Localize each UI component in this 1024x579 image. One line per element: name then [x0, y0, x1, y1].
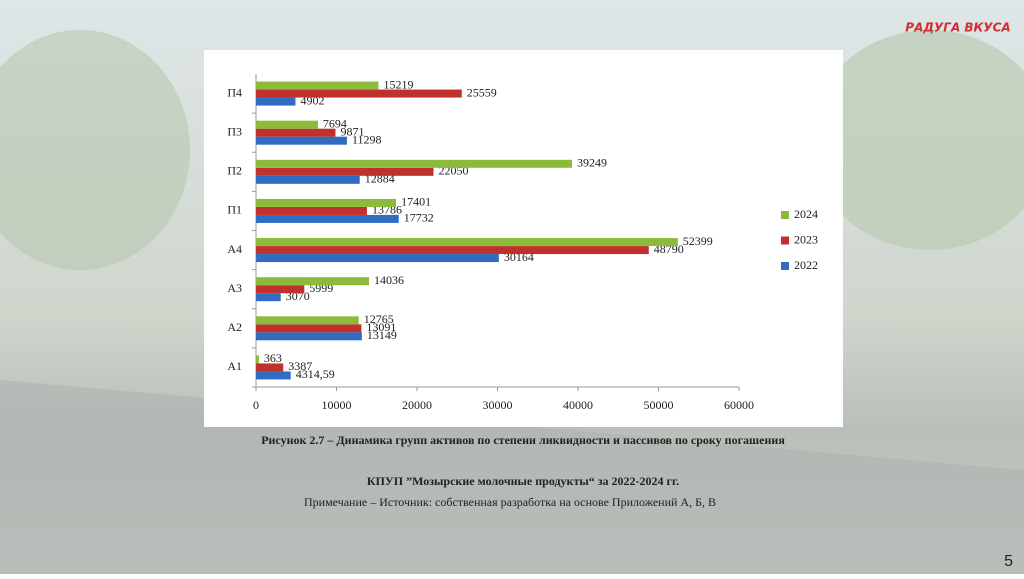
y-tick-label: П3: [227, 124, 242, 138]
data-label: 17401: [401, 195, 431, 209]
road: [0, 380, 1024, 574]
data-label: 14036: [374, 273, 404, 287]
data-label: 3387: [288, 359, 312, 373]
bar: [256, 277, 369, 286]
y-tick-label: А1: [227, 359, 242, 373]
x-tick-label: 30000: [483, 398, 513, 412]
bar: [256, 246, 649, 255]
caption-note: Примечание – Источник: собственная разра…: [304, 495, 716, 509]
bar: [256, 332, 362, 341]
data-label: 13149: [367, 328, 397, 342]
legend-swatch: [781, 211, 789, 219]
bar: [256, 198, 397, 207]
x-tick-label: 10000: [322, 398, 352, 412]
bar: [256, 371, 291, 380]
bar: [256, 81, 379, 90]
tree: [0, 30, 190, 270]
bar: [256, 355, 259, 364]
data-label: 15219: [384, 77, 414, 91]
bar: [256, 167, 434, 176]
bar: [256, 89, 462, 98]
data-label: 363: [264, 351, 282, 365]
y-tick-label: А3: [227, 281, 242, 295]
data-label: 52399: [683, 234, 713, 248]
data-label: 11298: [352, 132, 382, 146]
data-label: 13091: [366, 320, 396, 334]
data-label: 12765: [364, 312, 394, 326]
data-label: 7694: [323, 116, 347, 130]
bar: [256, 214, 399, 223]
legend-label: 2023: [794, 232, 818, 246]
caption-subtitle: КПУП ”Мозырские молочные продукты“ за 20…: [367, 474, 679, 488]
x-tick-label: 40000: [563, 398, 593, 412]
bar: [256, 285, 305, 294]
y-tick-label: П2: [227, 164, 242, 178]
logo: РАДУГА ВКУСА: [905, 21, 1010, 35]
bar: [256, 324, 362, 333]
bar: [256, 97, 296, 106]
bar: [256, 254, 499, 263]
y-tick-label: А2: [227, 320, 242, 334]
bar: [256, 175, 360, 184]
data-label: 4314,59: [296, 367, 335, 381]
bar: [256, 206, 367, 215]
x-tick-label: 60000: [724, 398, 754, 412]
bar: [256, 293, 281, 302]
bar: [256, 316, 359, 325]
legend-label: 2022: [794, 258, 818, 272]
data-label: 9871: [340, 124, 364, 138]
y-tick-label: П4: [227, 85, 242, 99]
data-label: 25559: [467, 85, 497, 99]
tree: [810, 30, 1024, 250]
x-tick-label: 20000: [402, 398, 432, 412]
bar: [256, 136, 347, 145]
legend-swatch: [781, 262, 789, 270]
data-label: 17732: [404, 211, 434, 225]
bar: [256, 159, 572, 168]
y-tick-label: П1: [227, 203, 242, 217]
x-tick-label: 0: [253, 398, 259, 412]
bar: [256, 120, 318, 129]
bar: [256, 238, 678, 247]
data-label: 39249: [577, 156, 607, 170]
y-tick-label: А4: [227, 242, 242, 256]
x-tick-label: 50000: [644, 398, 674, 412]
bar: [256, 363, 284, 372]
legend-label: 2024: [794, 207, 818, 221]
legend-swatch: [781, 236, 789, 245]
caption-title: Рисунок 2.7 – Динамика групп активов по …: [261, 433, 785, 447]
page-number: 5: [1004, 553, 1013, 570]
bar: [256, 128, 336, 137]
